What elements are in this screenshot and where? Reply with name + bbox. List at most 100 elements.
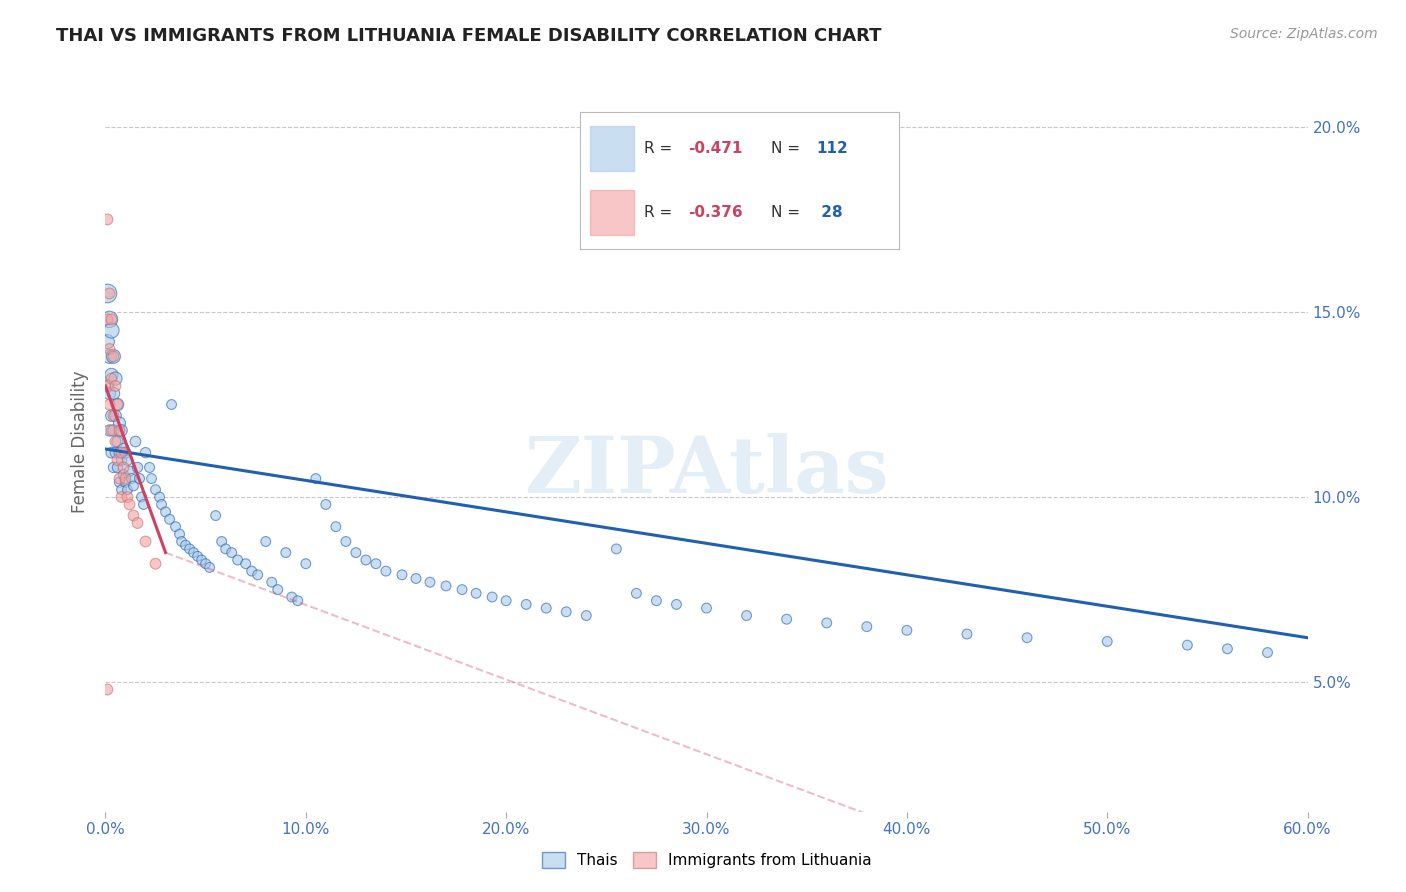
Point [174,538,197,552]
Point [287,593,309,607]
Point [112,460,135,475]
Point [108,445,131,459]
Point [1257,646,1279,660]
Point [696,601,718,615]
Point [100,312,122,326]
Point [305,471,328,485]
Point [665,598,688,612]
Point [515,598,537,612]
Point [254,534,277,549]
Point [104,434,127,449]
Point [815,615,838,630]
Point [128,471,150,485]
Point [132,498,155,512]
Point [235,557,257,571]
Point [98,312,121,326]
Point [100,324,122,338]
Point [135,445,157,459]
Point [190,553,212,567]
Point [198,560,221,574]
Point [103,350,125,364]
Point [135,534,157,549]
Point [148,490,170,504]
Point [575,608,598,623]
Point [96,379,118,393]
Point [160,398,183,412]
Point [96,286,118,301]
Point [108,416,131,430]
Point [169,527,191,541]
Point [107,398,129,412]
Point [104,445,127,459]
Point [96,334,118,349]
Point [100,424,122,438]
Point [96,682,118,697]
Text: ZIPAtlas: ZIPAtlas [524,434,889,509]
Point [145,483,167,497]
Point [1017,631,1039,645]
Point [114,475,136,490]
Point [325,519,347,533]
Point [103,424,125,438]
Point [127,516,149,530]
Point [159,512,181,526]
Point [131,490,153,504]
Point [107,434,129,449]
Point [150,498,173,512]
Point [221,545,243,560]
Point [114,471,136,485]
Point [108,424,131,438]
Point [451,582,474,597]
Point [226,553,249,567]
Point [354,553,377,567]
Point [481,590,503,604]
Point [108,475,131,490]
Text: Source: ZipAtlas.com: Source: ZipAtlas.com [1230,27,1378,41]
Point [103,350,125,364]
Point [274,545,297,560]
Point [735,608,758,623]
Point [605,541,627,556]
Point [110,490,132,504]
Point [170,534,193,549]
Point [364,557,387,571]
Point [104,379,127,393]
Point [141,471,163,485]
Y-axis label: Female Disability: Female Disability [72,370,90,513]
Point [96,212,118,227]
Point [98,398,121,412]
Point [96,379,118,393]
Point [419,575,441,590]
Point [165,519,187,533]
Point [107,460,129,475]
Point [645,593,668,607]
Point [112,467,135,482]
Point [108,471,131,485]
Point [555,605,578,619]
Point [956,627,979,641]
Point [114,445,136,459]
Point [145,557,167,571]
Point [211,534,233,549]
Point [98,386,121,401]
Legend: Thais, Immigrants from Lithuania: Thais, Immigrants from Lithuania [536,847,877,874]
Point [100,371,122,385]
Point [434,579,457,593]
Point [121,471,143,485]
Point [626,586,648,600]
Point [405,572,427,586]
Point [391,567,413,582]
Point [896,624,918,638]
Point [117,483,139,497]
Point [267,582,290,597]
Point [107,453,129,467]
Point [315,498,337,512]
Point [112,442,135,456]
Point [295,557,318,571]
Point [187,549,209,564]
Point [1177,638,1199,652]
Point [183,545,205,560]
Point [1097,634,1119,648]
Point [246,567,269,582]
Point [98,342,121,356]
